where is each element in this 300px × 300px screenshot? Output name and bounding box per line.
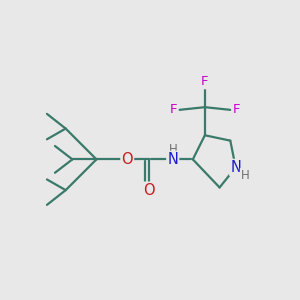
Text: F: F [170, 103, 177, 116]
Text: O: O [143, 183, 154, 198]
Text: N: N [230, 160, 241, 175]
Text: H: H [241, 169, 249, 182]
Text: F: F [201, 75, 208, 88]
Text: H: H [168, 143, 177, 157]
Text: F: F [232, 103, 240, 116]
Text: O: O [122, 152, 133, 167]
Text: N: N [167, 152, 178, 167]
